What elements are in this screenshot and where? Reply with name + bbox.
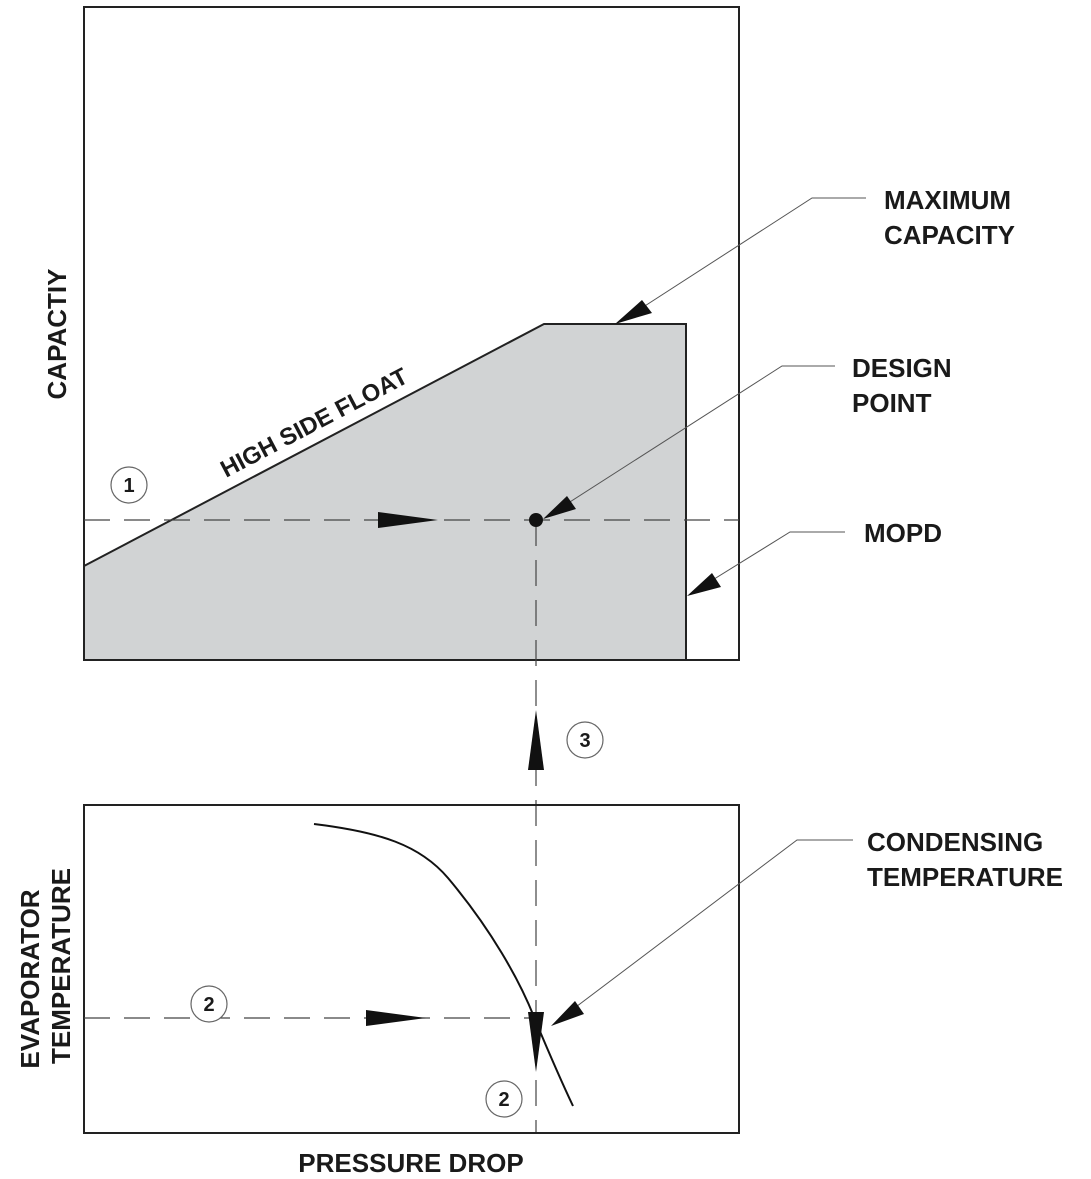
upper-chart: 1 HIGH SIDE FLOAT CAPACTIY MAXIMUM CAPAC… bbox=[42, 6, 1015, 1133]
maximum-capacity-label-line1: MAXIMUM bbox=[884, 185, 1011, 215]
mopd-label: MOPD bbox=[864, 518, 942, 548]
step-marker-3: 3 bbox=[566, 721, 604, 759]
right-arrowhead-upper bbox=[378, 512, 438, 528]
pressure-drop-axis-label: PRESSURE DROP bbox=[298, 1148, 523, 1178]
step-marker-2-left-label: 2 bbox=[203, 994, 214, 1016]
up-arrowhead bbox=[528, 710, 544, 770]
maximum-capacity-callout: MAXIMUM CAPACITY bbox=[615, 185, 1015, 324]
condensing-temperature-curve bbox=[313, 823, 574, 1107]
step-marker-1-label: 1 bbox=[123, 475, 134, 497]
step-marker-1: 1 bbox=[110, 466, 148, 504]
design-point-dot bbox=[529, 513, 543, 527]
transfer-section: 3 bbox=[528, 710, 604, 770]
maximum-capacity-label-line2: CAPACITY bbox=[884, 220, 1015, 250]
condensing-temperature-label-line1: CONDENSING bbox=[867, 827, 1043, 857]
step-marker-2-left: 2 bbox=[190, 985, 228, 1023]
design-point-label-line1: DESIGN bbox=[852, 353, 952, 383]
step-marker-3-label: 3 bbox=[579, 730, 590, 752]
evaporator-axis-label-line1: EVAPORATOR bbox=[15, 889, 45, 1068]
mopd-callout: MOPD bbox=[687, 518, 942, 596]
mopd-arrowhead bbox=[687, 573, 721, 596]
evaporator-axis-label-line2: TEMPERATURE bbox=[46, 868, 76, 1064]
lower-chart-frame bbox=[83, 804, 740, 1134]
step-marker-2-bottom-label: 2 bbox=[498, 1089, 509, 1111]
design-point-callout: DESIGN POINT bbox=[543, 353, 952, 519]
down-arrowhead bbox=[528, 1012, 544, 1072]
condensing-temperature-arrowhead bbox=[551, 1001, 584, 1026]
condensing-temperature-label-line2: TEMPERATURE bbox=[867, 862, 1063, 892]
design-point-label-line2: POINT bbox=[852, 388, 932, 418]
condensing-temperature-callout: CONDENSING TEMPERATURE bbox=[551, 827, 1063, 1026]
upper-chart-frame bbox=[83, 6, 740, 661]
step-marker-2-bottom: 2 bbox=[485, 1080, 523, 1118]
lower-chart: 2 2 EVAPORATOR TEMPERATURE PRESSURE DROP… bbox=[15, 804, 1063, 1178]
maximum-capacity-arrowhead bbox=[615, 300, 652, 324]
design-point-arrowhead bbox=[543, 496, 576, 519]
capacity-axis-label: CAPACTIY bbox=[42, 269, 72, 400]
right-arrowhead-lower bbox=[366, 1010, 426, 1026]
